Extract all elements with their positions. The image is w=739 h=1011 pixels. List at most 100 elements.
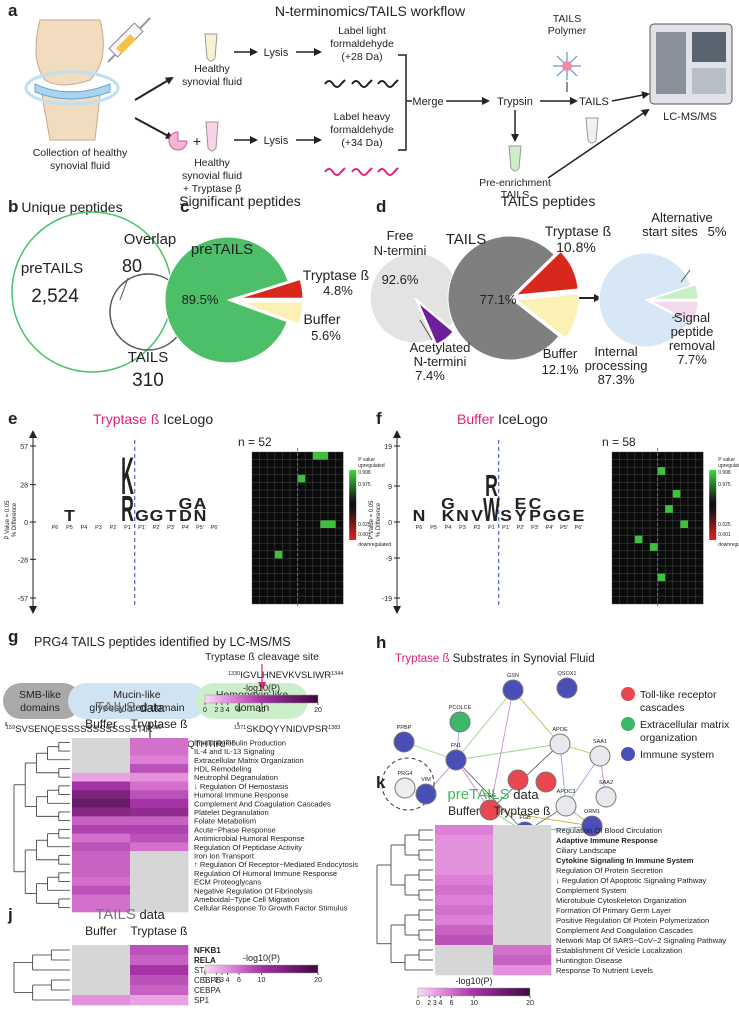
label: glycosylated domain: [89, 702, 184, 714]
logo-letter: G: [179, 496, 193, 513]
heatmap-cell: [72, 885, 131, 895]
x-tick-label: P1: [124, 525, 131, 531]
x-tick-label: P3': [531, 525, 539, 531]
row-label: Regulation Of Protein Secretion: [556, 866, 663, 875]
heatmap-cell: [130, 945, 189, 956]
label: Tryptase ß: [545, 223, 611, 239]
node: [556, 677, 578, 699]
label: Toll-like receptor: [640, 689, 717, 701]
heatmap-cell: [72, 746, 131, 756]
heatmap-cell: [130, 764, 189, 774]
node: [589, 745, 611, 767]
row-label: Iron Ion Transport: [194, 851, 255, 860]
logo-letter: G: [543, 508, 557, 525]
label: 5%: [708, 224, 727, 239]
label: Tryptase ß: [494, 804, 551, 818]
label: Polymer: [548, 25, 587, 37]
workflow-illustration: [24, 17, 733, 179]
y-tick-label: 0: [388, 520, 392, 527]
heatmap-cell: [130, 842, 189, 852]
pie-slice: [650, 300, 699, 324]
heatmap-cell: [72, 798, 131, 808]
scale-tick-label: 0: [203, 707, 207, 714]
row-label: IL-4 and IL-13 Signaling: [194, 747, 275, 756]
label: Trypsin: [497, 96, 533, 108]
residue-end: 1317: [223, 740, 235, 746]
label: 10.8%: [556, 239, 596, 255]
logo-letter: S: [500, 508, 512, 525]
domain: [68, 683, 206, 719]
logo-letter: N: [194, 508, 207, 525]
heatmap-cell: [130, 738, 189, 747]
label: 7.4%: [415, 368, 445, 383]
x-tick-label: P5: [66, 525, 73, 531]
panel-letter: j: [7, 905, 13, 924]
row-label: Acute−Phase Response: [194, 825, 276, 834]
sequence: AIGPSQTHTIR: [158, 739, 223, 750]
label: Collection of healthy: [33, 147, 128, 159]
heatmap-cell: [435, 865, 494, 876]
node: [549, 733, 571, 755]
line: [455, 689, 514, 761]
label: 87.3%: [598, 372, 635, 387]
label: upregulated: [358, 463, 385, 469]
label: 0.025: [358, 522, 371, 528]
domain: [3, 683, 81, 719]
panel-title: N-terminomics/TAILS workflow: [275, 3, 466, 19]
significant-cell: [297, 474, 306, 483]
panel-letter: f: [376, 409, 382, 428]
heatmap-cell: [493, 945, 552, 956]
label: formaldehyde: [330, 38, 394, 50]
row-label: HDL Remodeling: [194, 764, 252, 773]
scale-tick-label: 6: [237, 977, 241, 984]
title-part: Substrates in Synovial Fluid: [450, 653, 595, 665]
x-tick-label: P3': [167, 525, 175, 531]
label: peptide: [671, 324, 714, 339]
sequence: SKDQYYNIDVPSR: [246, 724, 328, 735]
row-label: Neutrophil Degranulation: [194, 773, 278, 782]
data-word: data: [136, 907, 166, 922]
x-tick-label: P2': [517, 525, 525, 531]
panel-title: PRG4 TAILS peptides identified by LC-MS/…: [34, 635, 291, 649]
scale-tick-label: 20: [314, 707, 322, 714]
panel-letter: c: [180, 197, 189, 216]
label: Signal: [674, 310, 710, 325]
label: Alternative: [651, 210, 712, 225]
heatmap-cell: [130, 825, 189, 834]
heatmap-cell: [493, 955, 552, 966]
row-label: Ameboidal−Type Cell Migration: [194, 895, 299, 904]
label: Lysis: [264, 135, 289, 147]
residue-start: 1330: [228, 671, 240, 677]
label: start sites: [642, 224, 698, 239]
heatmap-cell: [493, 965, 552, 976]
line: [455, 743, 561, 761]
pie-slice: [447, 235, 560, 361]
label: Tryptase ß cleavage site: [205, 651, 319, 663]
label: Extracellular matrix: [640, 719, 730, 731]
heatmap-cell: [130, 894, 189, 904]
heatmap-cell: [435, 875, 494, 886]
scale-tick-label: 10: [258, 977, 266, 984]
heatmap-cell: [130, 985, 189, 996]
peptide: 159SVSENQESSSSSSSSSSSSTIR180: [6, 724, 162, 735]
logo-letter: N: [413, 508, 426, 525]
label: domains: [20, 702, 60, 714]
heatmap-cell: [72, 868, 131, 878]
pvalue-legend: [349, 470, 357, 540]
label: APOC3: [557, 789, 576, 795]
row-label: ↓ Regulation Of Hemostasis: [194, 782, 288, 791]
label: 7.7%: [677, 352, 707, 367]
y-tick-label: 9: [388, 484, 392, 491]
label: preTAILS: [21, 260, 83, 277]
heatmap-cell: [435, 905, 494, 916]
heatmap-cell: [435, 845, 494, 856]
sequence: IGVLHNEVKVSLIWR: [240, 670, 331, 681]
node: [415, 783, 437, 805]
label: Healthy: [194, 157, 230, 169]
scale-tick-label: 2: [214, 707, 218, 714]
row-label: Cytokine Signaling In Immune System: [556, 856, 694, 865]
heatmap-cell: [72, 894, 131, 904]
scale-tick-label: 4: [226, 977, 230, 984]
residue-end: 1383: [328, 725, 340, 731]
